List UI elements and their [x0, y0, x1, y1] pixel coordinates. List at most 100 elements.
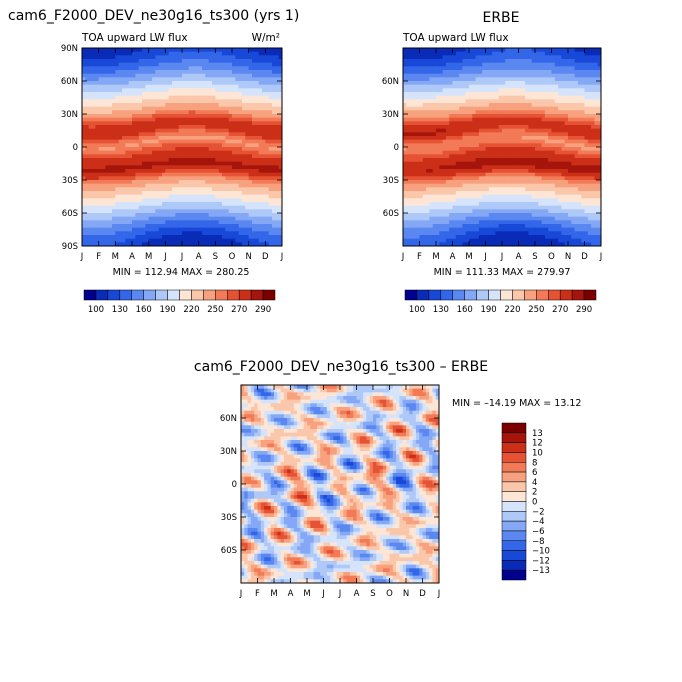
heatmap-cell: [82, 187, 86, 192]
heatmap-cell: [564, 66, 569, 71]
heatmap-cell: [238, 154, 243, 159]
heatmap-cell: [521, 48, 526, 53]
heatmap-cell: [459, 128, 463, 133]
heatmap-cell: [419, 125, 424, 130]
heatmap-cell: [168, 238, 173, 243]
heatmap-cell: [488, 59, 493, 64]
heatmap-cell: [152, 125, 156, 130]
heatmap-cell: [182, 158, 186, 163]
heatmap-cell: [215, 169, 220, 174]
heatmap-cell: [554, 99, 559, 104]
heatmap-cell: [268, 205, 273, 210]
heatmap-cell: [222, 154, 226, 159]
heatmap-cell: [138, 84, 143, 89]
heatmap-cell: [268, 176, 273, 181]
heatmap-cell: [531, 95, 536, 100]
heatmap-cell: [248, 150, 253, 155]
heatmap-cell: [429, 48, 434, 53]
heatmap-cell: [185, 176, 190, 181]
heatmap-cell: [515, 103, 519, 108]
heatmap-cell: [452, 73, 457, 78]
heatmap-cell: [442, 62, 447, 67]
heatmap-cell: [272, 220, 276, 225]
heatmap-cell: [95, 66, 100, 71]
heatmap-cell: [125, 128, 130, 133]
heatmap-cell: [92, 235, 96, 240]
heatmap-cell: [495, 147, 500, 152]
heatmap-cell: [492, 95, 496, 100]
heatmap-cell: [482, 59, 486, 64]
heatmap-cell: [577, 117, 582, 122]
heatmap-cell: [275, 77, 280, 82]
heatmap-cell: [88, 77, 93, 82]
heatmap-cell: [587, 143, 592, 148]
heatmap-cell: [442, 106, 447, 111]
heatmap-cell: [262, 198, 266, 203]
heatmap-cell: [202, 66, 206, 71]
heatmap-cell: [142, 235, 146, 240]
heatmap-cell: [135, 165, 140, 170]
heatmap-cell: [548, 117, 552, 122]
heatmap-cell: [485, 117, 490, 122]
heatmap-cell: [238, 180, 243, 185]
heatmap-cell: [88, 172, 93, 177]
heatmap-cell: [88, 213, 93, 218]
heatmap-cell: [198, 62, 203, 67]
heatmap-cell: [172, 59, 176, 64]
heatmap-cell: [115, 209, 120, 214]
heatmap-cell: [235, 202, 240, 207]
heatmap-cell: [482, 92, 486, 97]
heatmap-cell: [587, 84, 592, 89]
heatmap-cell: [445, 99, 450, 104]
heatmap-cell: [521, 99, 526, 104]
heatmap-cell: [225, 106, 230, 111]
heatmap-cell: [152, 103, 156, 108]
heatmap-cell: [238, 220, 243, 225]
heatmap-cell: [528, 128, 533, 133]
heatmap-cell: [551, 77, 556, 82]
heatmap-cell: [432, 128, 437, 133]
heatmap-cell: [465, 62, 470, 67]
heatmap-cell: [275, 103, 280, 108]
heatmap-cell: [268, 110, 273, 115]
heatmap-cell: [442, 66, 447, 71]
heatmap-cell: [538, 110, 542, 115]
heatmap-cell: [118, 106, 123, 111]
heatmap-cell: [165, 180, 170, 185]
heatmap-cell: [268, 73, 273, 78]
heatmap-cell: [455, 77, 460, 82]
heatmap-cell: [275, 169, 280, 174]
heatmap-cell: [112, 187, 116, 192]
heatmap-cell: [202, 158, 206, 163]
heatmap-cell: [205, 209, 210, 214]
heatmap-cell: [568, 103, 572, 108]
heatmap-cell: [455, 55, 460, 60]
heatmap-cell: [178, 235, 183, 240]
heatmap-cell: [142, 180, 146, 185]
heatmap-cell: [152, 187, 156, 192]
heatmap-cell: [102, 110, 106, 115]
heatmap-cell: [538, 59, 542, 64]
heatmap-cell: [208, 220, 213, 225]
heatmap-cell: [212, 55, 216, 60]
heatmap-cell: [162, 70, 166, 75]
heatmap-cell: [232, 59, 236, 64]
heatmap-cell: [225, 176, 230, 181]
heatmap-cell: [222, 158, 226, 163]
heatmap-cell: [155, 169, 160, 174]
heatmap-cell: [105, 191, 110, 196]
heatmap-cell: [88, 121, 93, 126]
heatmap-cell: [175, 238, 180, 243]
heatmap-cell: [88, 132, 93, 137]
heatmap-cell: [416, 128, 420, 133]
heatmap-cell: [95, 51, 100, 56]
heatmap-cell: [508, 128, 513, 133]
heatmap-cell: [158, 128, 163, 133]
heatmap-cell: [429, 88, 434, 93]
heatmap-cell: [548, 110, 552, 115]
heatmap-cell: [225, 95, 230, 100]
heatmap-cell: [192, 62, 196, 67]
heatmap-cell: [432, 121, 437, 126]
heatmap-cell: [258, 48, 263, 53]
heatmap-cell: [558, 103, 562, 108]
